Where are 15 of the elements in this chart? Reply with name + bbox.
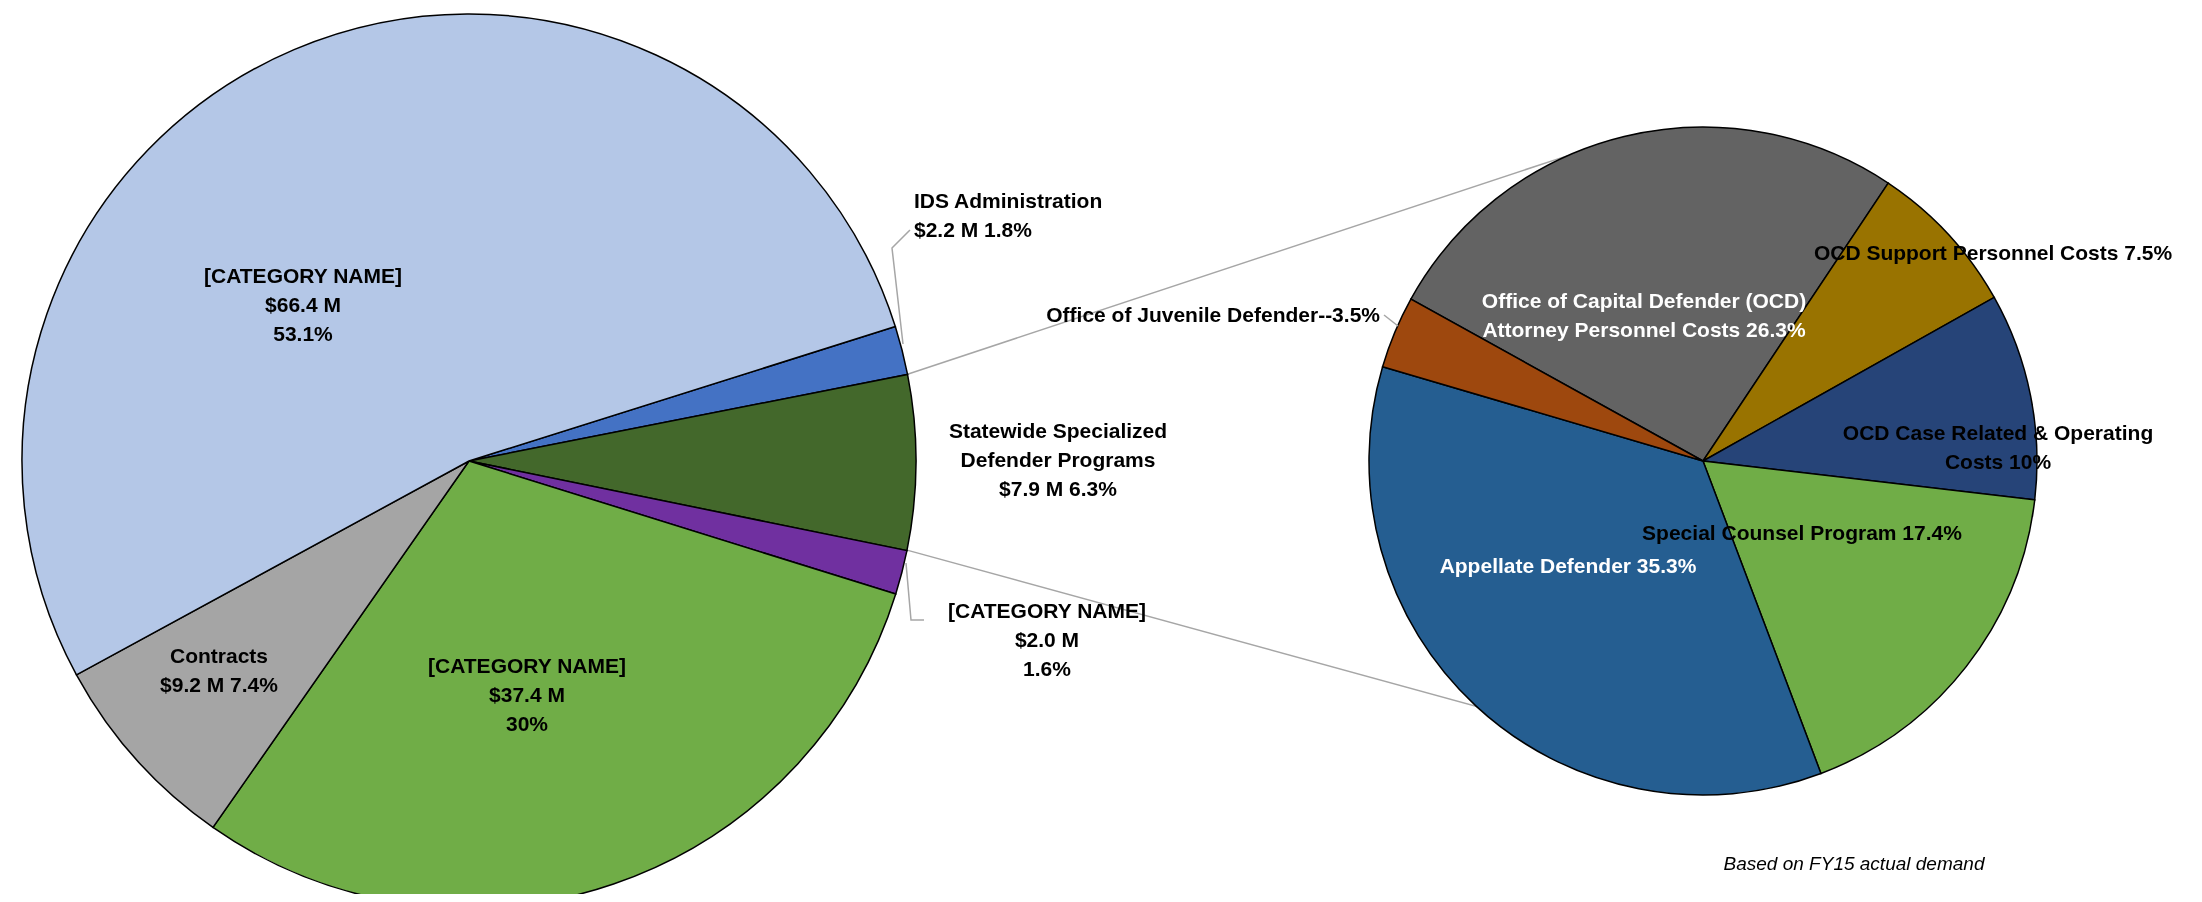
slice-label: Statewide Specialized Defender Programs (948, 419, 1168, 471)
slice-label: [CATEGORY NAME] (428, 654, 626, 677)
data-label: $37.4 M 30% (489, 683, 565, 735)
text: Based on FY15 actual demand (1723, 853, 1986, 874)
slice-label: IDS Administration (914, 189, 1103, 212)
data-label: $2.0 M 1.6% (1014, 628, 1080, 680)
slice-label: Contracts (169, 644, 269, 667)
slice-label: [CATEGORY NAME] (948, 599, 1146, 622)
slice-label: [CATEGORY NAME] (204, 264, 402, 287)
data-label: $9.2 M 7.4% (160, 673, 279, 696)
data-label: $7.9 M 6.3% (999, 477, 1118, 500)
data-label: $66.4 M 53.1% (265, 293, 341, 345)
slice-label: Office of Juvenile Defender--3.5% (1046, 303, 1381, 326)
data-label: $2.2 M 1.8% (914, 218, 1033, 241)
slice-label: Appellate Defender 35.3% (1439, 554, 1697, 577)
